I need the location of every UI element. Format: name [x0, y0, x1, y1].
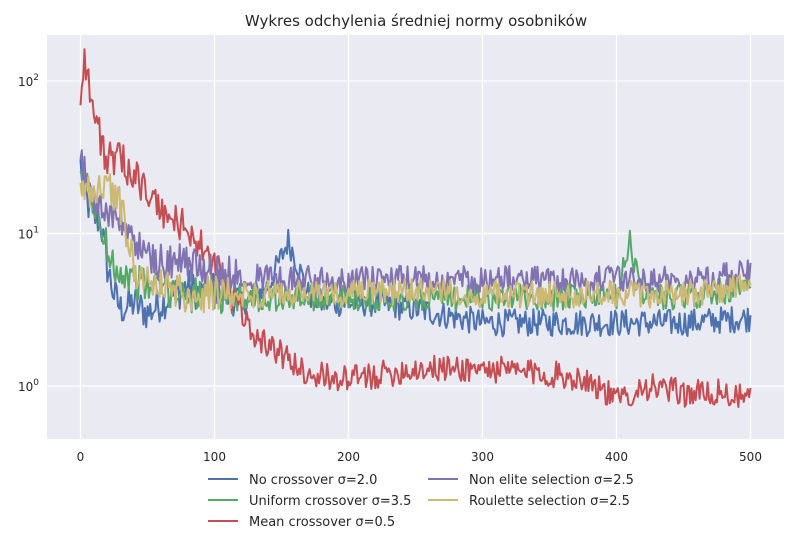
legend-label: Uniform crossover σ=3.5 — [249, 494, 411, 509]
x-axis: 0 100 200 300 400 500 — [77, 450, 762, 464]
x-tick-label: 0 — [77, 450, 85, 464]
series-line — [79, 173, 752, 314]
legend-label: No crossover σ=2.0 — [249, 473, 377, 488]
plot-area — [47, 35, 784, 439]
y-tick-label: 102 — [18, 73, 39, 89]
x-tick-label: 500 — [739, 450, 762, 464]
legend-label: Mean crossover σ=0.5 — [249, 515, 395, 530]
y-tick-label: 101 — [18, 226, 39, 242]
series-line — [79, 149, 752, 295]
x-tick-label: 400 — [605, 450, 628, 464]
series-layer — [79, 48, 752, 408]
legend-label: Roulette selection σ=2.5 — [469, 494, 630, 509]
series-line — [79, 48, 752, 408]
legend-label: Non elite selection σ=2.5 — [469, 473, 634, 488]
y-tick-exponent: 2 — [33, 73, 39, 83]
y-tick-base: 10 — [18, 380, 33, 394]
x-tick-label: 200 — [337, 450, 360, 464]
y-tick-exponent: 0 — [33, 378, 39, 388]
x-tick-label: 100 — [203, 450, 226, 464]
grid — [47, 35, 784, 439]
legend: No crossover σ=2.0 Uniform crossover σ=3.… — [208, 473, 634, 530]
y-tick-exponent: 1 — [33, 226, 39, 236]
chart-title: Wykres odchylenia średniej normy osobnik… — [245, 12, 587, 30]
x-tick-label: 300 — [471, 450, 494, 464]
y-tick-base: 10 — [18, 75, 33, 89]
y-tick-label: 100 — [18, 378, 39, 394]
y-tick-base: 10 — [18, 228, 33, 242]
